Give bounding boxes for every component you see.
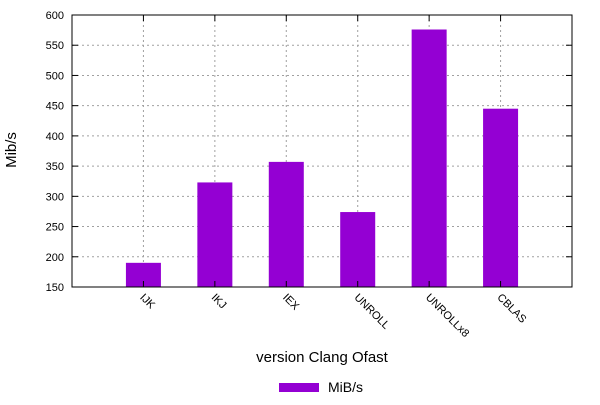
y-tick-label: 300 — [46, 191, 64, 203]
bar-unrollx8 — [411, 29, 447, 288]
bars — [125, 29, 519, 288]
x-tick-label: IJK — [137, 292, 157, 312]
y-tick-label: 250 — [46, 222, 64, 234]
x-tick-label: IKJ — [209, 292, 229, 312]
bar-unroll — [340, 212, 376, 287]
bar-ikj — [197, 182, 233, 287]
y-tick-label: 600 — [46, 10, 64, 22]
y-tick-label: 500 — [46, 70, 64, 82]
y-axis-ticks: 150 200 250 300 350 400 450 500 550 600 — [46, 10, 572, 294]
bar-cblas — [483, 108, 519, 287]
x-tick-label: CBLAS — [494, 292, 528, 326]
y-tick-label: 550 — [46, 40, 64, 52]
plot-frame — [71, 14, 573, 288]
y-tick-label: 400 — [46, 131, 64, 143]
legend: MiB/s — [279, 379, 363, 395]
y-tick-label: 450 — [46, 101, 64, 113]
y-axis-label: Mib/s — [3, 132, 20, 168]
bar-iex — [268, 161, 304, 287]
x-axis-label: version Clang Ofast — [256, 349, 389, 366]
y-tick-label: 200 — [46, 252, 64, 264]
x-axis-ticks: IJK IKJ IEX UNROLL UNROLLx8 CBLAS — [137, 15, 528, 340]
x-tick-label: UNROLL — [352, 292, 392, 332]
x-tick-label: UNROLLx8 — [423, 292, 471, 340]
x-tick-label: IEX — [280, 292, 301, 313]
legend-swatch — [279, 383, 319, 392]
y-tick-label: 150 — [46, 282, 64, 294]
y-tick-label: 350 — [46, 161, 64, 173]
legend-label: MiB/s — [328, 379, 363, 395]
